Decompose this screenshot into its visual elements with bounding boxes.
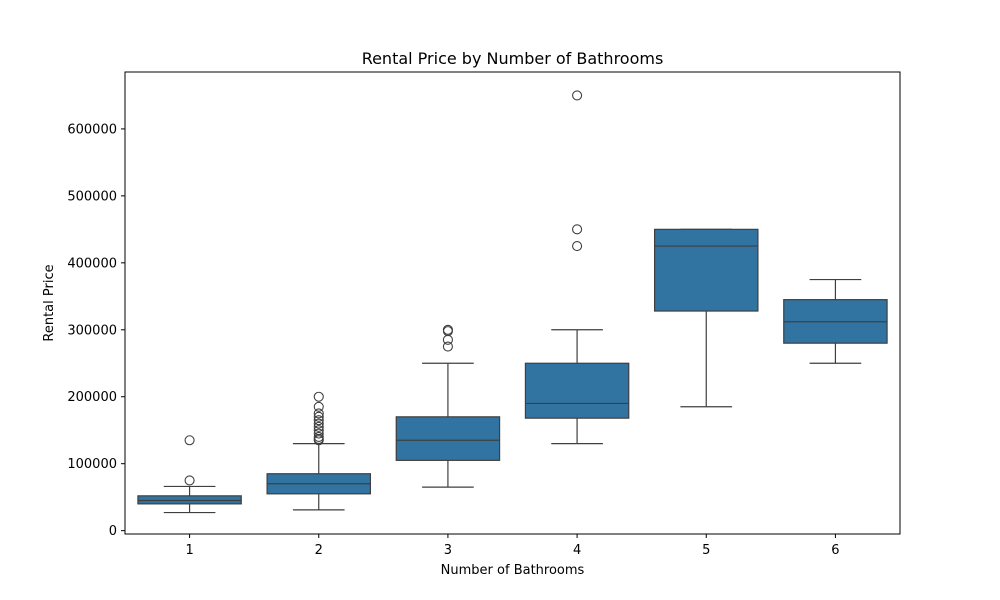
- outlier-point: [442, 334, 453, 345]
- outlier-point: [313, 425, 324, 436]
- x-axis: 1 2 3 4 5 6: [185, 534, 840, 558]
- x-tick-label: 6: [831, 543, 839, 558]
- y-tick-label: 300000: [67, 323, 117, 338]
- chart-title: Rental Price by Number of Bathrooms: [362, 49, 664, 68]
- y-tick-label: 400000: [67, 256, 117, 271]
- outlier-point: [313, 418, 324, 429]
- y-tick-label: 0: [109, 524, 117, 539]
- outlier-point: [313, 408, 324, 419]
- outlier-point: [313, 431, 324, 442]
- outlier-point: [184, 435, 195, 446]
- iqr-box: [653, 228, 759, 312]
- box-group-6: [783, 278, 888, 364]
- plot-marks: [137, 90, 888, 514]
- outlier-point: [442, 341, 453, 352]
- x-tick-label: 2: [315, 543, 323, 558]
- y-axis: 0 100000 200000 300000 400000 500000 600000: [67, 122, 125, 539]
- x-axis-label: Number of Bathrooms: [441, 563, 585, 578]
- iqr-box: [524, 362, 630, 419]
- box-group-3: [395, 324, 501, 488]
- y-tick-label: 500000: [67, 189, 117, 204]
- box-group-2: [266, 391, 372, 511]
- box-group-1: [137, 435, 242, 514]
- box-group-5: [653, 228, 759, 408]
- y-axis-label: Rental Price: [42, 264, 57, 341]
- iqr-box: [395, 416, 501, 461]
- outlier-point: [313, 411, 324, 422]
- y-tick-label: 100000: [67, 457, 117, 472]
- x-tick-label: 3: [444, 543, 452, 558]
- outlier-point: [572, 90, 583, 101]
- iqr-box: [137, 495, 242, 505]
- outlier-point: [442, 324, 453, 335]
- box-group-4: [524, 90, 630, 445]
- x-tick-label: 1: [185, 543, 193, 558]
- outlier-point: [313, 401, 324, 412]
- outlier-point: [313, 428, 324, 439]
- outlier-point: [313, 391, 324, 402]
- outlier-point: [572, 241, 583, 252]
- x-tick-label: 5: [702, 543, 710, 558]
- y-tick-label: 200000: [67, 390, 117, 405]
- y-tick-label: 600000: [67, 122, 117, 137]
- x-tick-label: 4: [573, 543, 581, 558]
- outlier-point: [313, 415, 324, 426]
- outlier-point: [313, 421, 324, 432]
- plot-frame: [124, 71, 901, 535]
- outlier-point: [184, 475, 195, 486]
- outlier-point: [572, 224, 583, 235]
